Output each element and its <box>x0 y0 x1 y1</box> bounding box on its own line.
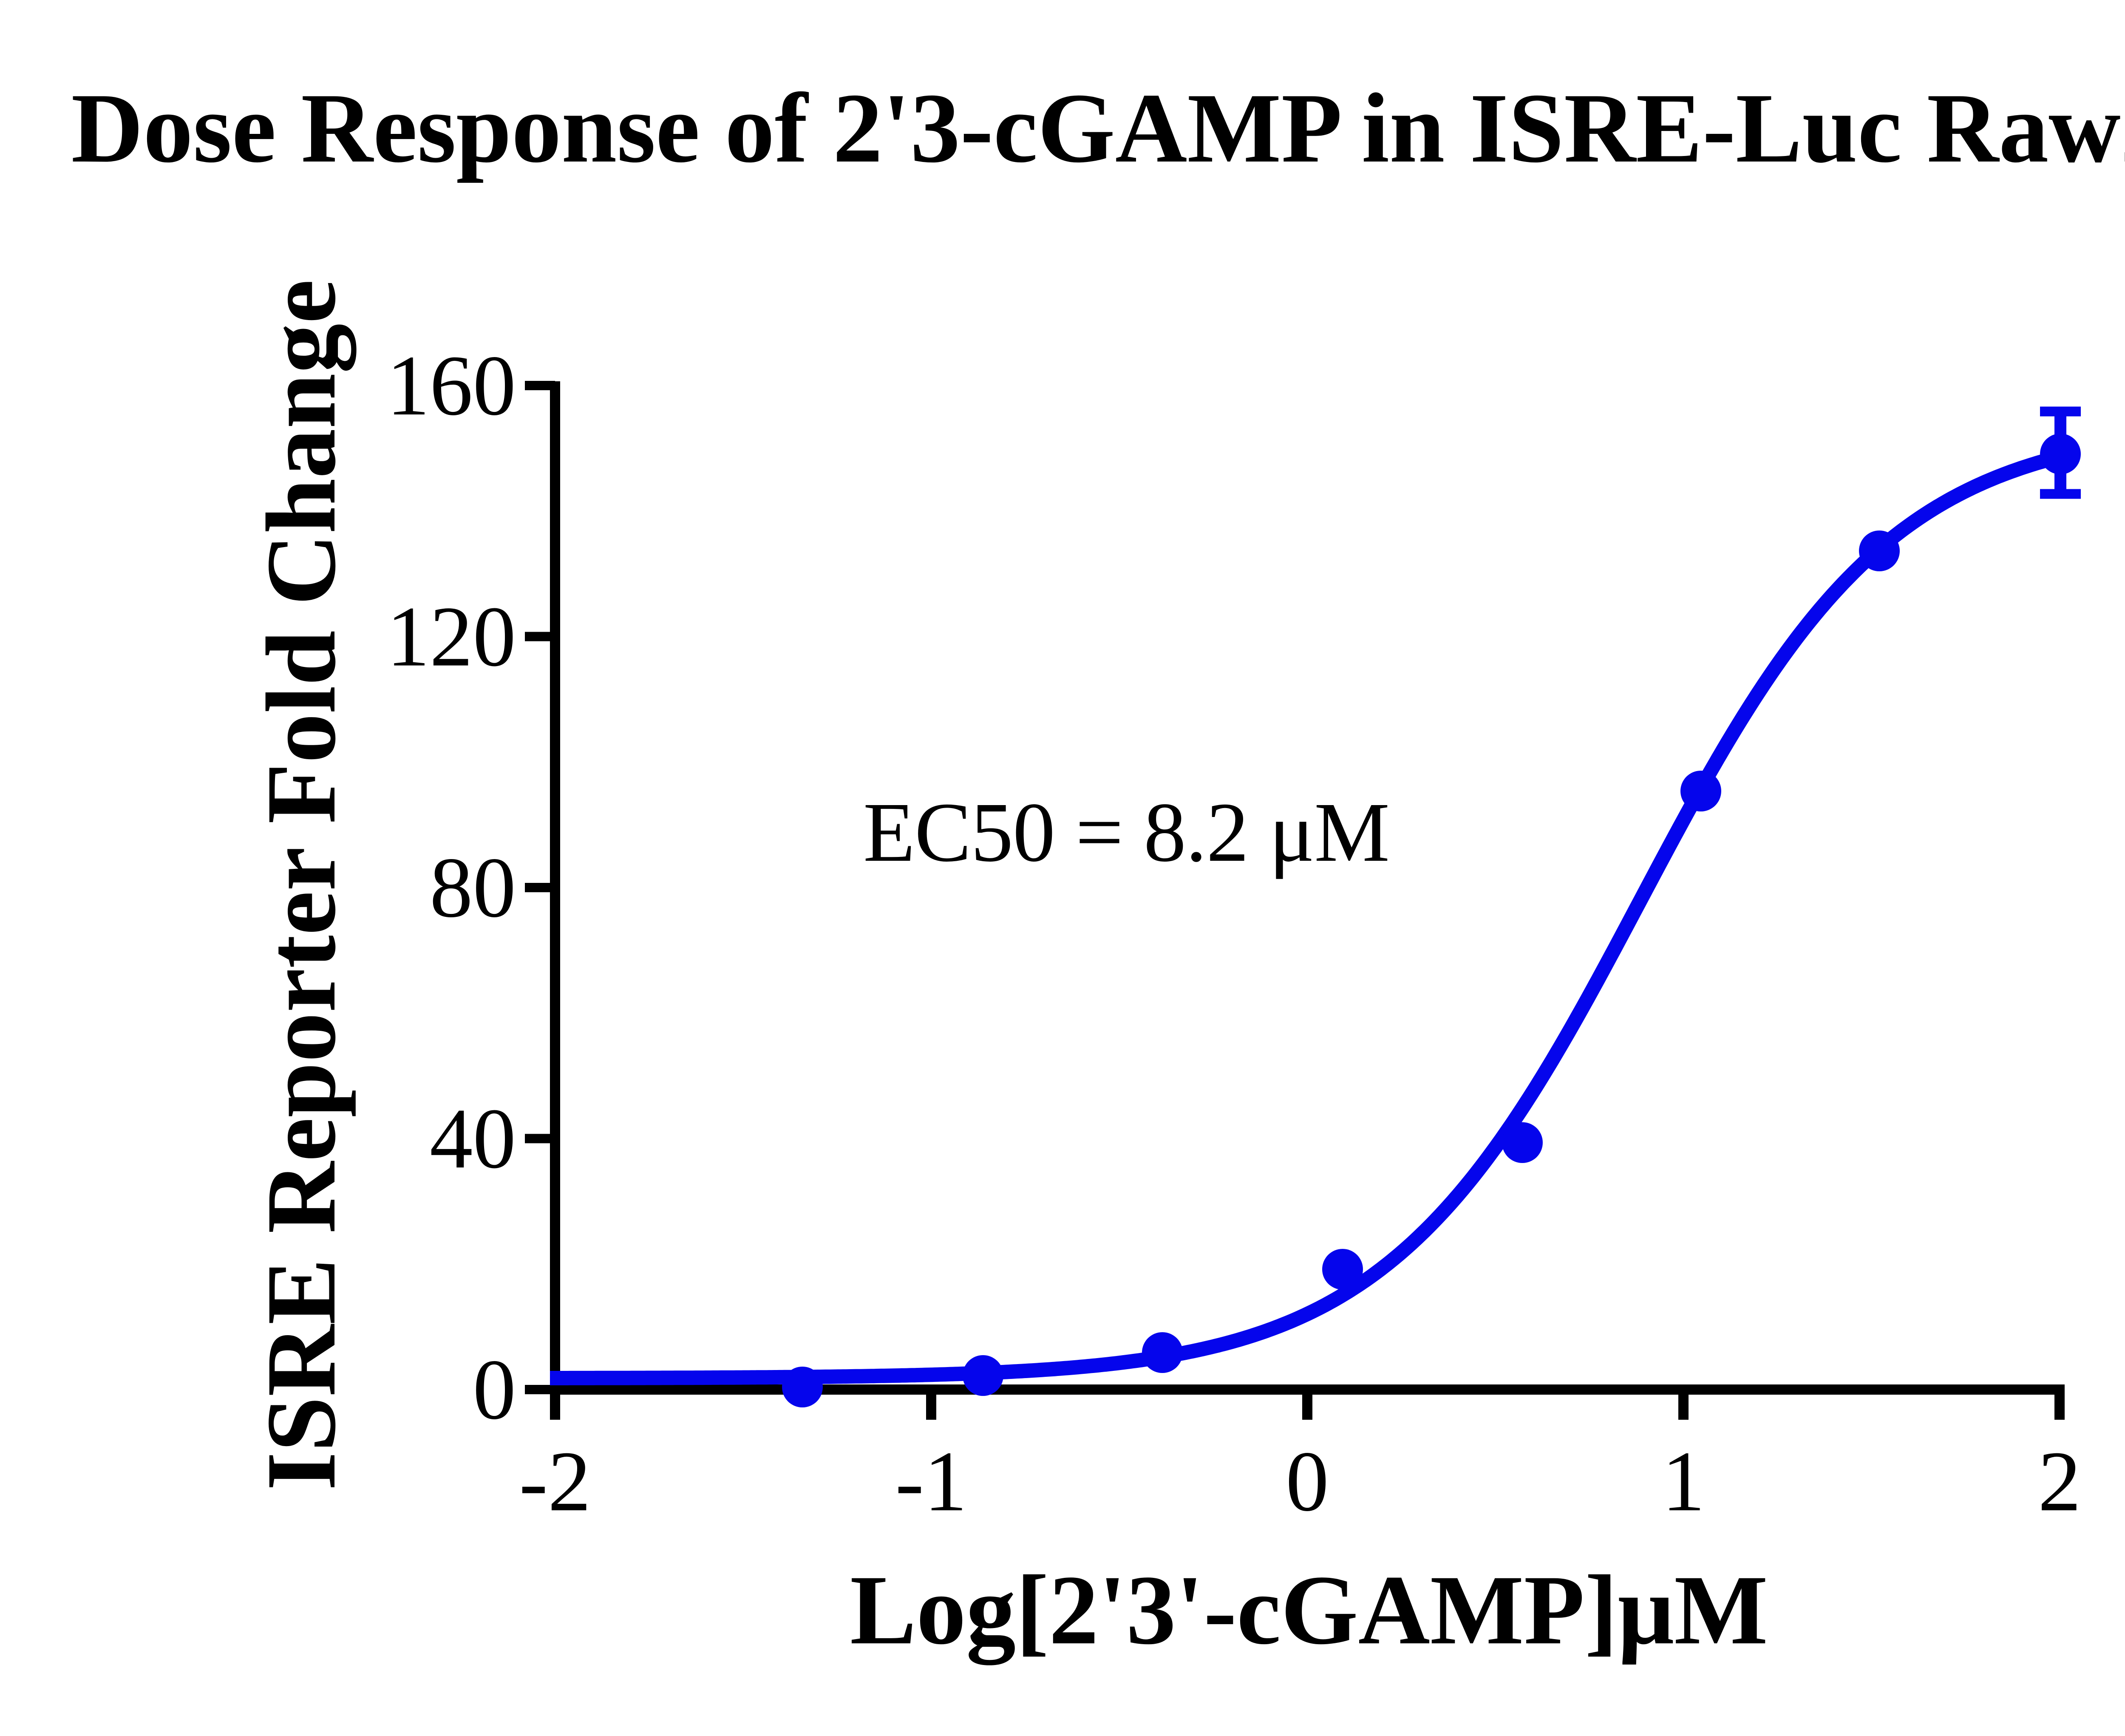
svg-text:2: 2 <box>2038 1433 2081 1529</box>
svg-text:ISRE Reporter Fold Change: ISRE Reporter Fold Change <box>246 279 357 1490</box>
svg-text:Log[2'3'-cGAMP]μM: Log[2'3'-cGAMP]μM <box>850 1554 1768 1665</box>
svg-text:80: 80 <box>430 840 516 935</box>
svg-text:-2: -2 <box>519 1433 591 1529</box>
svg-text:Dose Response of 2'3-cGAMP in: Dose Response of 2'3-cGAMP in ISRE-Luc R… <box>71 73 2125 183</box>
svg-text:EC50 = 8.2 μM: EC50 = 8.2 μM <box>863 786 1389 879</box>
svg-text:0: 0 <box>1286 1433 1329 1529</box>
svg-text:1: 1 <box>1662 1433 1705 1529</box>
svg-text:-1: -1 <box>895 1433 967 1529</box>
svg-text:0: 0 <box>473 1342 516 1437</box>
svg-text:40: 40 <box>430 1091 516 1186</box>
svg-text:120: 120 <box>387 589 516 684</box>
svg-text:160: 160 <box>387 338 516 433</box>
